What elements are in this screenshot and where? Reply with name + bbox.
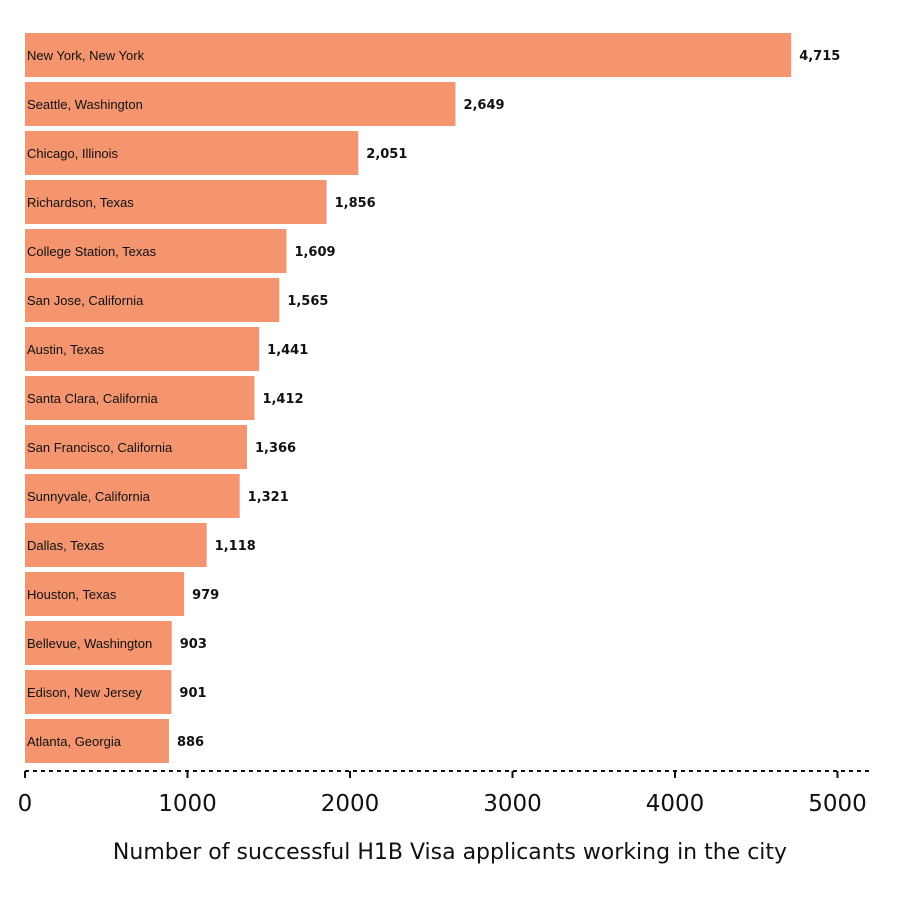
x-axis-tick-label: 3000 xyxy=(483,791,542,817)
bar-category-label: San Jose, California xyxy=(27,293,144,308)
bar xyxy=(25,425,247,469)
bar xyxy=(25,523,207,567)
bar-category-label: Atlanta, Georgia xyxy=(27,734,122,749)
bar-category-label: Richardson, Texas xyxy=(27,195,134,210)
bar-value-label: 1,412 xyxy=(262,392,303,407)
bar-value-label: 1,118 xyxy=(215,539,256,554)
bar-value-label: 1,856 xyxy=(335,196,376,211)
bar-value-label: 2,051 xyxy=(366,147,407,162)
bar-value-label: 1,321 xyxy=(248,490,289,505)
bar-value-label: 1,609 xyxy=(294,245,335,260)
bar-category-label: Seattle, Washington xyxy=(27,97,143,112)
bar xyxy=(25,621,172,665)
bar-category-label: Dallas, Texas xyxy=(27,538,105,553)
bar xyxy=(25,82,456,126)
bar-category-label: College Station, Texas xyxy=(27,244,157,259)
bar xyxy=(25,572,185,616)
bar xyxy=(25,131,359,175)
bar-category-label: Santa Clara, California xyxy=(27,391,159,406)
x-axis-tick-label: 0 xyxy=(18,791,33,817)
bar-value-label: 886 xyxy=(177,735,204,750)
bar xyxy=(25,327,260,371)
bar xyxy=(25,180,327,224)
bar-value-label: 1,366 xyxy=(255,441,296,456)
x-axis-tick-label: 5000 xyxy=(808,791,867,817)
x-axis-tick-label: 2000 xyxy=(321,791,380,817)
x-axis-title: Number of successful H1B Visa applicants… xyxy=(113,840,787,865)
bar-category-label: New York, New York xyxy=(27,48,145,63)
x-axis-tick-label: 1000 xyxy=(158,791,217,817)
bar xyxy=(25,278,280,322)
bar-category-label: Bellevue, Washington xyxy=(27,636,152,651)
bar-value-label: 903 xyxy=(180,637,207,652)
bar-category-label: San Francisco, California xyxy=(27,440,173,455)
bar-value-label: 4,715 xyxy=(799,49,840,64)
bar-category-label: Austin, Texas xyxy=(27,342,105,357)
bar xyxy=(25,474,240,518)
bar xyxy=(25,33,792,77)
bar-category-label: Chicago, Illinois xyxy=(27,146,119,161)
bar xyxy=(25,670,172,714)
bar-value-label: 2,649 xyxy=(463,98,504,113)
bar-value-label: 1,441 xyxy=(267,343,308,358)
x-axis-tick-label: 4000 xyxy=(646,791,705,817)
bar-value-label: 901 xyxy=(179,686,206,701)
x-axis: 0 1000 2000 3000 4000 5000 xyxy=(18,770,870,817)
bars-layer: New York, New York 4,715 Seattle, Washingt… xyxy=(25,33,840,763)
bar-category-label: Sunnyvale, California xyxy=(27,489,151,504)
bar-value-label: 1,565 xyxy=(287,294,328,309)
bar-value-label: 979 xyxy=(192,588,219,603)
bar xyxy=(25,229,287,273)
bar xyxy=(25,376,255,420)
bar-category-label: Houston, Texas xyxy=(27,587,117,602)
bar-category-label: Edison, New Jersey xyxy=(27,685,142,700)
bar xyxy=(25,719,169,763)
